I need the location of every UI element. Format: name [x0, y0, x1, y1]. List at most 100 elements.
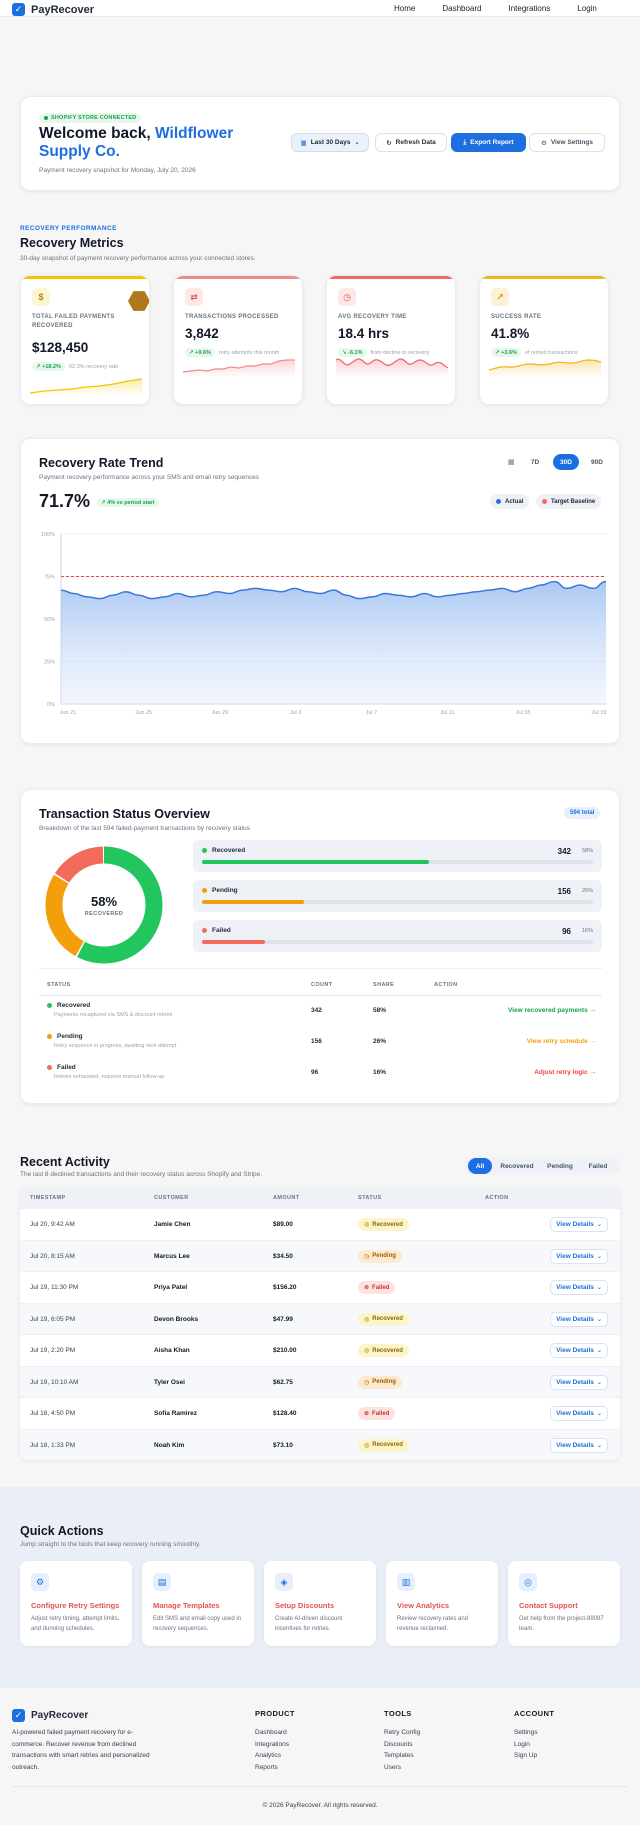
quick-actions-title: Quick Actions [20, 1524, 104, 1538]
legend-target[interactable]: Target Baseline [536, 494, 602, 509]
status-badge: ◎ Recovered [358, 1218, 409, 1231]
filter-failed[interactable]: Failed [588, 1162, 608, 1170]
footer-link-discounts[interactable]: Discounts [384, 1740, 413, 1748]
metric-label: TRANSACTIONS PROCESSED [185, 314, 279, 320]
footer-link-integrations[interactable]: Integrations [255, 1740, 289, 1748]
filter-pending[interactable]: Pending [547, 1162, 573, 1170]
status-pending-icon: ◷ [364, 1253, 370, 1260]
col-action: ACTION [485, 1195, 509, 1201]
table-row: Jul 20, 8:15 AM Marcus Lee $34.50 ◷ Pending V… [20, 1239, 620, 1271]
status-count: 96 [562, 927, 571, 936]
quick-action-card[interactable]: ◈ Setup Discounts Create AI-driven discoun… [264, 1561, 376, 1646]
quick-action-card[interactable]: ▥ View Analytics Review recovery rates and… [386, 1561, 498, 1646]
settings-label: View Settings [550, 139, 593, 146]
footer-link-users[interactable]: Users [384, 1763, 401, 1771]
x-tick-label: Jul 19 [592, 710, 607, 716]
metric-value: $128,450 [32, 340, 89, 355]
view-retry-schedule-link[interactable]: View retry schedule → [526, 1038, 596, 1045]
quick-action-desc: Get help from the project-89087 team. [519, 1616, 604, 1632]
row-amount: $89.00 [273, 1221, 293, 1228]
footer-link-retry-config[interactable]: Retry Config [384, 1729, 421, 1736]
footer-link-templates[interactable]: Templates [384, 1752, 414, 1759]
view-details-button[interactable]: View Details ⌄ [550, 1248, 608, 1264]
range-30d[interactable]: 30D [553, 454, 579, 470]
range-7d[interactable]: 7D [530, 458, 540, 466]
status-badge: ◎ Recovered [358, 1312, 409, 1326]
view-details-label: View Details [556, 1284, 594, 1291]
trend-delta: 4% vs period start [107, 499, 155, 506]
range-90d[interactable]: 90D [591, 458, 603, 466]
view-details-button[interactable]: View Details ⌄ [550, 1217, 608, 1232]
refresh-data-button[interactable]: ↻ Refresh Data [375, 133, 447, 152]
footer-link-analytics[interactable]: Analytics [255, 1752, 282, 1759]
row-amount: $47.99 [273, 1315, 293, 1323]
status-dot-icon [202, 888, 207, 893]
table-row: Jul 18, 4:50 PM Sofia Ramirez $128.40 ⊗ Fail… [20, 1397, 620, 1429]
transaction-status-card: Transaction Status Overview Breakdown of… [20, 789, 620, 1104]
metric-label: TOTAL FAILED PAYMENTS RECOVERED [32, 314, 115, 329]
view-settings-button[interactable]: ⚙ View Settings [529, 133, 605, 152]
footer-link-reports[interactable]: Reports [255, 1763, 278, 1771]
nav-link-integrations[interactable]: Integrations [508, 4, 551, 13]
view-details-button[interactable]: View Details ⌄ [550, 1280, 608, 1295]
legend-dot-icon [542, 499, 547, 504]
quick-action-card[interactable]: ⚙ Configure Retry Settings Adjust retry ti… [20, 1561, 132, 1646]
status-name: Recovered [212, 847, 246, 854]
footer-col-tools: TOOLS Retry Config Discounts Templates U… [384, 1709, 420, 1773]
footer-brand[interactable]: ✓ PayRecover [12, 1709, 88, 1722]
view-details-label: View Details [556, 1378, 594, 1386]
status-track [202, 900, 593, 904]
calendar-icon[interactable]: ▦ [508, 459, 515, 466]
view-recovered-link[interactable]: View recovered payments → [507, 1007, 596, 1014]
footer-link-dashboard[interactable]: Dashboard [255, 1729, 287, 1736]
clock-icon: ◷ [338, 288, 356, 306]
refresh-label: Refresh Data [395, 139, 436, 146]
table-row: Jul 20, 9:42 AM Jamie Chen $89.00 ◎ Recovere… [20, 1208, 620, 1240]
row-share: 16% [373, 1069, 387, 1076]
legend-actual[interactable]: Actual [490, 494, 530, 509]
delta-chip: ↗ +18.2% [32, 362, 65, 371]
row-name: Recovered [57, 1002, 91, 1009]
quick-action-card[interactable]: ◎ Contact Support Get help from the projec… [508, 1561, 620, 1646]
chevron-down-icon: ⌄ [596, 1411, 602, 1417]
activity-subtitle: The last 8 declined transactions and the… [20, 1171, 263, 1178]
table-row: Pending Retry sequence in progress, awai… [39, 1029, 602, 1057]
date-range-button[interactable]: ▦ Last 30 Days ⌄ [291, 133, 369, 152]
view-details-button[interactable]: View Details ⌄ [550, 1311, 608, 1327]
view-details-label: View Details [556, 1221, 594, 1228]
nav-link-login[interactable]: Login [577, 4, 597, 13]
footer-link-settings[interactable]: Settings [514, 1729, 538, 1736]
sparkline-transactions [183, 359, 295, 378]
nav-logo[interactable]: ✓ PayRecover [12, 3, 94, 16]
status-fill [202, 860, 429, 864]
donut-center: 58% RECOVERED [43, 844, 165, 966]
view-details-button[interactable]: View Details ⌄ [550, 1343, 608, 1358]
quick-action-card[interactable]: ▤ Manage Templates Edit SMS and email copy… [142, 1561, 254, 1646]
row-desc: Retry sequence in progress, awaiting nex… [54, 1043, 177, 1049]
row-timestamp: Jul 19, 10:10 AM [30, 1378, 79, 1386]
footer-col-account: ACCOUNT Settings Login Sign Up [514, 1709, 554, 1762]
status-badge: ◷ Pending [358, 1375, 402, 1389]
nav-link-home[interactable]: Home [394, 4, 416, 13]
row-timestamp: Jul 18, 1:33 PM [30, 1441, 76, 1449]
view-details-button[interactable]: View Details ⌄ [550, 1437, 608, 1453]
status-badge: ◷ Pending [358, 1249, 402, 1263]
quick-action-desc: Review recovery rates and revenue reclai… [397, 1616, 469, 1632]
footer-link-signup[interactable]: Sign Up [514, 1752, 538, 1759]
status-dot-icon [44, 115, 48, 120]
metric-label: AVG RECOVERY TIME [338, 314, 407, 320]
filter-recovered[interactable]: Recovered [500, 1162, 534, 1170]
donut-percent: 58% [90, 893, 118, 909]
filter-all[interactable]: All [468, 1158, 492, 1174]
export-label: Export Report [470, 139, 514, 146]
view-details-button[interactable]: View Details ⌄ [550, 1406, 608, 1421]
status-dot-icon [47, 1003, 52, 1008]
row-amount: $34.50 [273, 1252, 293, 1260]
lifebuoy-icon: ◎ [519, 1573, 537, 1591]
nav-link-dashboard[interactable]: Dashboard [442, 4, 482, 13]
export-report-button[interactable]: ⤓ Export Report [451, 133, 526, 152]
adjust-retry-logic-link[interactable]: Adjust retry logic → [534, 1069, 596, 1076]
footer-link-login[interactable]: Login [514, 1740, 530, 1748]
view-details-button[interactable]: View Details ⌄ [550, 1374, 608, 1390]
y-tick-label: 100% [41, 532, 55, 538]
